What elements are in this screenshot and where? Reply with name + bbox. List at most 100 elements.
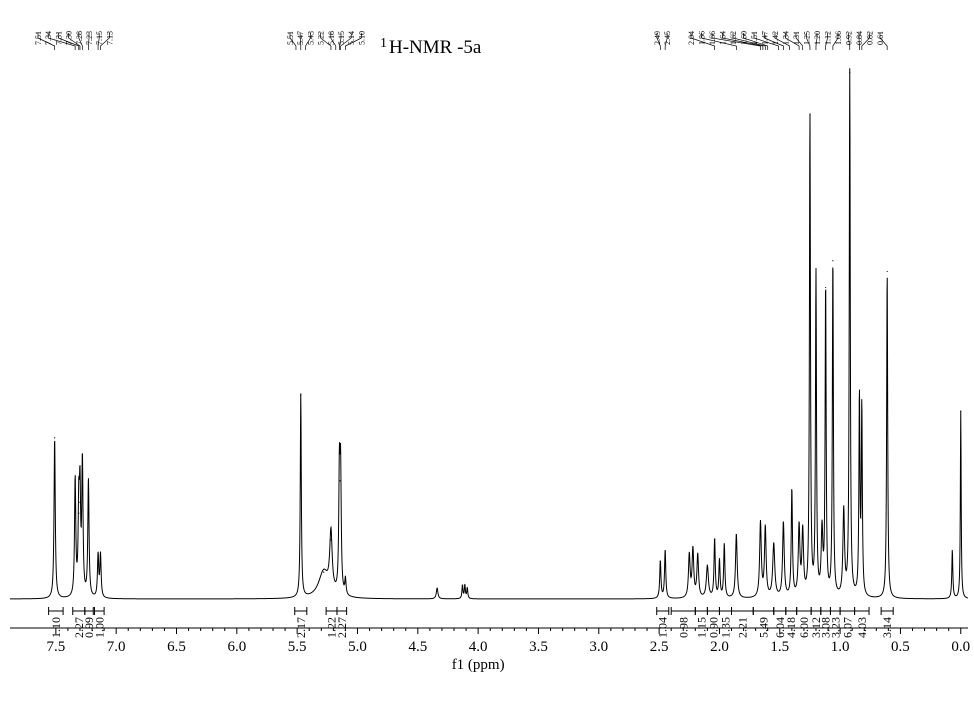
integral-value: 6.04 — [773, 617, 787, 638]
integral-value: 3.08 — [819, 617, 833, 638]
integral-value: 4.18 — [784, 617, 798, 638]
x-tick-label: 4.0 — [469, 639, 488, 655]
peak-leader-line — [47, 33, 76, 50]
peak-mark-23 — [706, 566, 708, 568]
peak-leader-line — [848, 33, 851, 50]
peak-label: 0.92 — [845, 31, 854, 45]
peak-leader-line — [58, 33, 80, 50]
x-tick-label: 5.5 — [288, 639, 307, 655]
peak-mark-25 — [718, 560, 721, 563]
peak-leader-line — [701, 33, 737, 50]
spectrum-line — [10, 68, 969, 600]
peak-label: 5.51 — [286, 31, 295, 45]
x-tick-label: 0.0 — [951, 639, 970, 655]
peak-mark-12 — [339, 480, 342, 482]
peak-mark-19 — [664, 550, 666, 552]
peak-leader-line — [722, 33, 764, 50]
integral-value: 2.27 — [72, 617, 86, 638]
peak-mark-4 — [81, 464, 83, 466]
peak-leader-line — [100, 33, 110, 50]
peak-mark-41 — [849, 72, 851, 74]
integral-value: 3.12 — [809, 617, 823, 638]
peak-leader-line — [743, 33, 769, 50]
peak-mark-6 — [97, 555, 99, 557]
peak-mark-39 — [832, 260, 834, 262]
x-tick-label: 0.5 — [891, 639, 910, 655]
title-superscript: 1 — [380, 36, 387, 51]
integral-value: 2.21 — [735, 617, 749, 638]
peak-mark-35 — [809, 115, 811, 117]
peak-label: 1.20 — [813, 31, 822, 45]
peak-label: 5.18 — [327, 31, 336, 45]
peak-mark-28 — [759, 523, 762, 525]
peak-label: 1.12 — [824, 31, 833, 45]
x-tick-label: 2.5 — [650, 639, 669, 655]
peak-mark-21 — [692, 550, 694, 552]
chart-title: 1 H-NMR -5a — [380, 36, 481, 59]
peak-label: 7.23 — [85, 31, 94, 45]
peak-leader-line — [289, 33, 297, 50]
peak-mark-36 — [815, 276, 817, 278]
peak-mark-30 — [773, 544, 775, 546]
peak-leader-line — [68, 33, 81, 50]
peak-mark-26 — [723, 544, 725, 546]
peak-mark-38 — [825, 286, 827, 289]
peak-mark-13 — [344, 582, 347, 584]
peak-label: 0.84 — [855, 31, 864, 45]
peak-label: 1.06 — [834, 31, 843, 45]
peak-mark-3 — [79, 501, 81, 503]
peak-mark-16 — [464, 584, 466, 587]
peak-mark-27 — [735, 533, 737, 536]
peak-mark-33 — [798, 528, 800, 530]
title-text: H-NMR -5a — [389, 37, 482, 58]
integral-value: 6.07 — [840, 617, 854, 638]
peak-leader-line — [330, 33, 337, 50]
peak-label: 5.47 — [296, 31, 305, 45]
integral-value: 2.17 — [294, 617, 308, 638]
peak-label: 0.82 — [866, 31, 875, 45]
x-tick-label: 6.5 — [167, 639, 186, 655]
peak-mark-2 — [78, 512, 80, 514]
x-tick-label: 5.0 — [348, 639, 367, 655]
integral-value: 1.15 — [694, 617, 708, 638]
integral-value: 0.99 — [82, 617, 96, 638]
peak-leader-line — [832, 33, 839, 50]
peak-mark-11 — [338, 480, 340, 482]
integral-value: 3.14 — [880, 617, 894, 638]
x-tick-label: 1.0 — [831, 639, 850, 655]
peak-label: 7.28 — [75, 31, 84, 45]
peak-mark-46 — [960, 410, 962, 412]
peak-label: 2.49 — [653, 31, 662, 45]
peak-mark-29 — [764, 528, 766, 530]
peak-mark-18 — [659, 560, 661, 563]
peak-leader-line — [664, 33, 668, 50]
peak-leader-line — [690, 33, 715, 50]
integral-value: 1.10 — [49, 617, 63, 638]
peak-mark-20 — [688, 555, 690, 557]
peak-leader-line — [806, 33, 811, 50]
integral-value: 1.00 — [92, 617, 106, 638]
peak-mark-32 — [791, 491, 793, 493]
x-tick-label: 4.5 — [408, 639, 427, 655]
peak-mark-0 — [54, 437, 56, 439]
integral-value: 1.35 — [718, 617, 732, 638]
peak-label: 5.14 — [347, 31, 356, 45]
peak-leader-line — [340, 33, 352, 50]
peak-leader-line — [861, 33, 870, 50]
peak-mark-31 — [782, 523, 785, 525]
peak-leader-line — [345, 33, 362, 50]
peak-mark-22 — [697, 555, 699, 557]
peak-mark-7 — [99, 555, 102, 557]
peak-mark-24 — [714, 539, 716, 541]
peak-leader-line — [299, 33, 302, 50]
integral-value: 3.23 — [828, 617, 842, 638]
integral-value: 0.98 — [676, 617, 690, 638]
integral-value: 0.90 — [706, 617, 720, 638]
x-tick-label: 6.0 — [227, 639, 246, 655]
integral-value: 1.04 — [656, 617, 670, 638]
peak-mark-17 — [466, 587, 468, 589]
peak-label: 2.45 — [663, 31, 672, 45]
peak-leader-line — [785, 33, 800, 50]
integral-value: 5.49 — [756, 617, 770, 638]
